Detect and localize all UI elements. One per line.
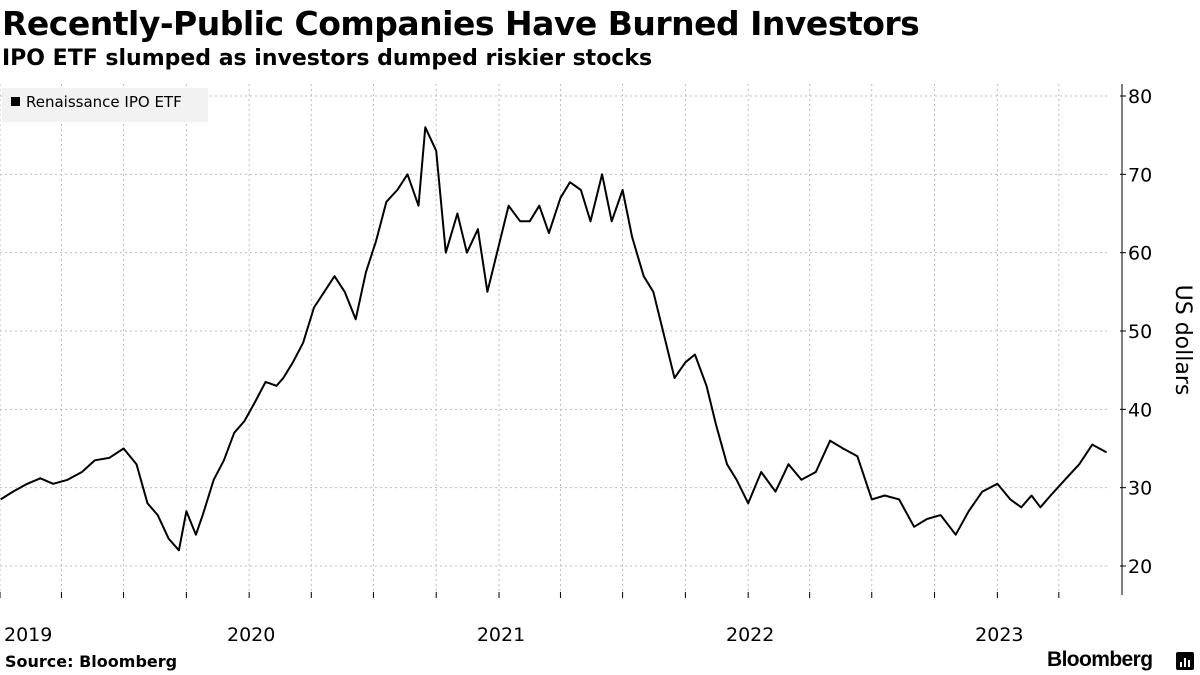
series-layer [0,126,1108,552]
x-tick-label: 2022 [726,624,774,646]
x-tick-label: 2019 [4,624,52,646]
x-tick-label: 2023 [975,624,1023,646]
x-tick-label: 2021 [477,624,525,646]
legend-label: Renaissance IPO ETF [26,93,182,111]
y-tick-label: 20 [1128,556,1152,578]
x-tick-label: 2020 [227,624,275,646]
y-tick-label: 50 [1128,321,1152,343]
y-tick-label: 40 [1128,399,1152,421]
source-note: Source: Bloomberg [5,652,178,671]
legend-background [2,88,208,122]
legend: Renaissance IPO ETF [2,88,208,122]
y-tick-label: 60 [1128,243,1152,265]
series-line [0,126,1108,552]
bloomberg-bars-icon [1176,652,1194,670]
y-tick-label: 30 [1128,478,1152,500]
y-tick-label: 80 [1128,86,1152,108]
chart-title: Recently-Public Companies Have Burned In… [2,4,920,43]
axes: 20 30 40 50 60 70 80 2019 2020 2021 2022 2023 [0,84,1152,646]
brand-logo: Bloomberg [1047,648,1153,671]
chart-subtitle: IPO ETF slumped as investors dumped risk… [2,46,653,71]
gridlines [0,84,1110,595]
legend-swatch [11,97,20,106]
y-tick-label: 70 [1128,164,1152,186]
y-axis-label: US dollars [1170,285,1195,396]
